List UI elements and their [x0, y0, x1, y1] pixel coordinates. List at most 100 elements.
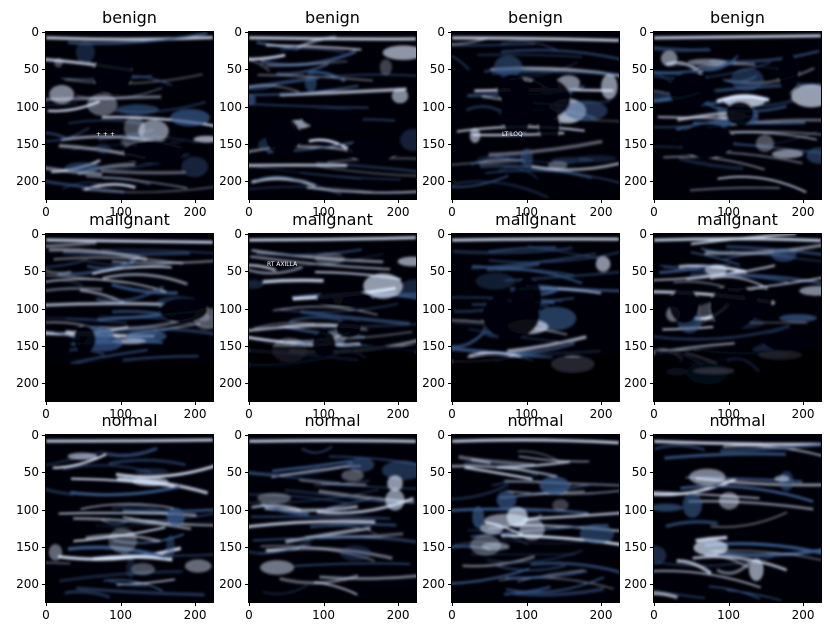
x-tick-mark	[729, 602, 730, 606]
y-tick-mark	[245, 32, 249, 33]
ultrasound-texture	[654, 32, 821, 199]
tissue-blob	[482, 542, 510, 550]
x-tick-mark	[398, 199, 399, 203]
ultrasound-image	[654, 234, 821, 401]
y-tick-label: 150	[9, 137, 39, 151]
tissue-blob	[756, 135, 774, 152]
tissue-blob	[771, 248, 796, 262]
x-tick-mark	[46, 199, 47, 203]
x-tick-mark	[527, 199, 528, 203]
y-tick-label: 0	[9, 25, 39, 39]
x-tick-label: 200	[387, 608, 410, 622]
y-tick-label: 50	[415, 264, 445, 278]
lesion-region	[316, 290, 373, 307]
tissue-blob	[392, 89, 408, 103]
y-tick-label: 200	[617, 577, 647, 591]
y-tick-mark	[448, 69, 452, 70]
x-tick-mark	[803, 401, 804, 405]
tissue-blob	[185, 559, 212, 572]
x-tick-label: 0	[42, 205, 50, 219]
x-tick-label: 100	[109, 608, 132, 622]
x-tick-label: 200	[590, 407, 613, 421]
lesion-region	[669, 287, 700, 323]
tissue-blob	[580, 524, 615, 544]
lesion-region	[519, 77, 571, 119]
x-tick-mark	[527, 602, 528, 606]
y-tick-label: 50	[9, 264, 39, 278]
y-tick-mark	[42, 346, 46, 347]
x-tick-mark	[398, 401, 399, 405]
ultrasound-texture	[46, 234, 213, 401]
y-tick-label: 0	[212, 227, 242, 241]
lesion-region	[301, 109, 364, 130]
tissue-blob	[551, 157, 594, 163]
tissue-blob	[472, 506, 484, 528]
tissue-blob	[132, 477, 169, 486]
x-tick-mark	[195, 401, 196, 405]
x-tick-label: 100	[312, 608, 335, 622]
x-tick-mark	[601, 401, 602, 405]
x-tick-mark	[195, 602, 196, 606]
ultrasound-image	[46, 234, 213, 401]
x-tick-mark	[121, 401, 122, 405]
y-tick-mark	[42, 383, 46, 384]
tissue-blob	[108, 528, 137, 553]
ultrasound-image	[249, 435, 416, 602]
y-tick-label: 100	[617, 503, 647, 517]
image-overlay-text: RT AXILLA	[267, 261, 298, 268]
x-tick-label: 0	[42, 407, 50, 421]
ultrasound-image	[46, 435, 213, 602]
y-tick-label: 0	[415, 25, 445, 39]
y-tick-label: 0	[9, 227, 39, 241]
panel-title: malignant	[697, 210, 778, 229]
y-tick-mark	[42, 69, 46, 70]
x-tick-label: 200	[184, 205, 207, 219]
x-tick-label: 0	[245, 608, 253, 622]
x-tick-mark	[121, 602, 122, 606]
y-tick-label: 0	[212, 428, 242, 442]
y-tick-label: 100	[617, 302, 647, 316]
y-tick-label: 0	[617, 227, 647, 241]
y-tick-mark	[448, 234, 452, 235]
y-tick-label: 100	[9, 302, 39, 316]
acoustic-shadow	[452, 357, 619, 401]
lesion-region	[346, 138, 398, 162]
y-tick-mark	[650, 32, 654, 33]
y-tick-mark	[448, 383, 452, 384]
panel-title: malignant	[292, 210, 373, 229]
x-tick-label: 0	[650, 407, 658, 421]
panel-title: normal	[101, 411, 157, 430]
y-tick-mark	[448, 547, 452, 548]
y-tick-label: 200	[415, 577, 445, 591]
y-tick-mark	[650, 181, 654, 182]
panel-title: normal	[304, 411, 360, 430]
y-tick-mark	[42, 107, 46, 108]
x-tick-mark	[249, 401, 250, 405]
ultrasound-image	[249, 32, 416, 199]
x-tick-mark	[324, 602, 325, 606]
x-tick-mark	[601, 199, 602, 203]
tissue-blob	[260, 560, 294, 575]
y-tick-mark	[448, 510, 452, 511]
y-tick-label: 200	[617, 174, 647, 188]
y-tick-mark	[42, 32, 46, 33]
ultrasound-image: LT LOQ	[452, 32, 619, 199]
tissue-blob	[68, 453, 98, 460]
x-tick-label: 100	[717, 608, 740, 622]
x-tick-mark	[324, 199, 325, 203]
y-tick-label: 100	[415, 100, 445, 114]
y-tick-mark	[650, 271, 654, 272]
lesion-region	[680, 123, 735, 159]
x-tick-mark	[324, 401, 325, 405]
y-tick-mark	[245, 107, 249, 108]
skin-line	[452, 239, 619, 240]
y-tick-label: 50	[212, 264, 242, 278]
tissue-blob	[772, 150, 804, 158]
image-background	[654, 435, 821, 602]
ultrasound-texture	[46, 435, 213, 602]
tissue-blob	[167, 508, 185, 527]
y-tick-mark	[650, 309, 654, 310]
y-tick-label: 100	[9, 503, 39, 517]
y-tick-label: 150	[415, 137, 445, 151]
y-tick-mark	[245, 69, 249, 70]
